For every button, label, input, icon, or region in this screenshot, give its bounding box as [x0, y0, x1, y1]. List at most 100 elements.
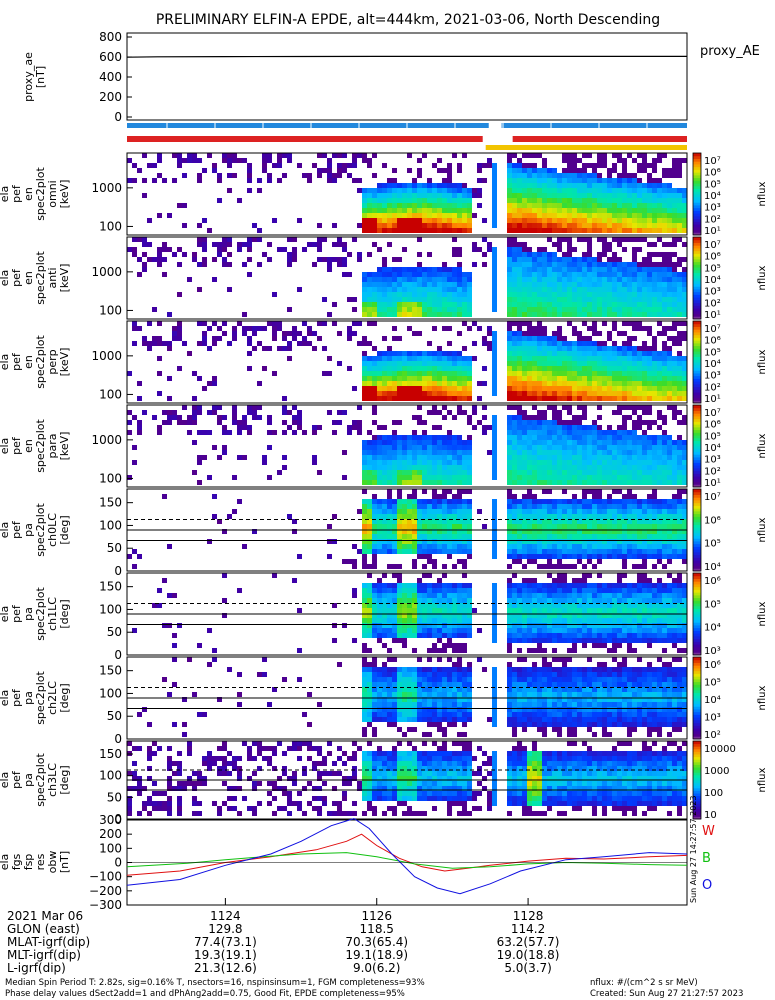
- spectro-cell: [157, 588, 162, 593]
- spectro-cell: [467, 435, 472, 440]
- colorbar-segment: [693, 180, 701, 184]
- spectro-cell: [562, 504, 567, 509]
- spectro-cell: [427, 465, 432, 470]
- spectro-cell: [467, 396, 472, 401]
- spectro-cell: [492, 465, 497, 470]
- spectro-cell: [562, 564, 567, 569]
- colorbar-segment: [693, 413, 701, 417]
- spectro-cell: [177, 158, 182, 163]
- spectro-cell: [547, 346, 552, 351]
- spectro-cell: [382, 593, 387, 598]
- spectro-cell: [212, 277, 217, 282]
- spectro-cell: [347, 326, 352, 331]
- spectro-cell: [632, 460, 637, 465]
- spectro-cell: [442, 366, 447, 371]
- spectro-cell: [432, 648, 437, 653]
- spectro-cell: [452, 588, 457, 593]
- spectro-cell: [367, 391, 372, 396]
- spectro-cell: [552, 228, 557, 233]
- spectro-cell: [662, 554, 667, 559]
- spectro-cell: [492, 183, 497, 188]
- spectro-cell: [457, 499, 462, 504]
- spectro-cell: [552, 223, 557, 228]
- spectro-cell: [592, 460, 597, 465]
- spectro-cell: [667, 356, 672, 361]
- spectro-cell: [672, 188, 677, 193]
- spectro-cell: [572, 470, 577, 475]
- spectro-cell: [547, 356, 552, 361]
- spectro-cell: [322, 346, 327, 351]
- spectro-cell: [432, 460, 437, 465]
- spectro-cell: [582, 223, 587, 228]
- spectro-cell: [552, 351, 557, 356]
- colorbar-label: 10³: [704, 203, 721, 214]
- spectro-cell: [432, 218, 437, 223]
- spectro-cell: [542, 302, 547, 307]
- spectro-cell: [437, 312, 442, 317]
- spectro-cell: [592, 168, 597, 173]
- spectro-cell: [297, 218, 302, 223]
- spectro-cell: [377, 633, 382, 638]
- spectro-cell: [577, 559, 582, 564]
- spectro-cell: [607, 277, 612, 282]
- spectro-cell: [627, 445, 632, 450]
- spectro-cell: [527, 559, 532, 564]
- spectro-cell: [287, 252, 292, 257]
- spectro-cell: [397, 391, 402, 396]
- spectro-cell: [567, 356, 572, 361]
- spectro-cell: [512, 203, 517, 208]
- spectro-cell: [417, 272, 422, 277]
- spectro-cell: [602, 376, 607, 381]
- spectro-cell: [427, 455, 432, 460]
- spectro-cell: [197, 405, 202, 410]
- spectro-cell: [307, 178, 312, 183]
- spectro-cell: [682, 272, 687, 277]
- spectro-cell: [232, 331, 237, 336]
- spectro-cell: [527, 257, 532, 262]
- spectro-cell: [602, 455, 607, 460]
- spectro-cell: [407, 465, 412, 470]
- spectro-cell: [507, 208, 512, 213]
- spectro-cell: [542, 158, 547, 163]
- spectro-cell: [232, 509, 237, 514]
- spectro-cell: [432, 282, 437, 287]
- spectro-cell: [377, 267, 382, 272]
- spectro-cell: [632, 386, 637, 391]
- spectro-cell: [492, 356, 497, 361]
- spectro-cell: [617, 371, 622, 376]
- spectro-cell: [472, 242, 477, 247]
- spectro-cell: [342, 153, 347, 158]
- spectro-cell: [342, 559, 347, 564]
- spectro-cell: [587, 252, 592, 257]
- spectro-cell: [682, 198, 687, 203]
- spectro-cell: [372, 623, 377, 628]
- spectro-cell: [602, 297, 607, 302]
- spectro-cell: [602, 519, 607, 524]
- spectro-cell: [472, 213, 477, 218]
- spectro-cell: [442, 519, 447, 524]
- colorbar-segment: [693, 342, 701, 347]
- spectro-cell: [627, 356, 632, 361]
- spectro-cell: [537, 346, 542, 351]
- spectro-cell: [452, 509, 457, 514]
- spectro-cell: [617, 153, 622, 158]
- spectro-cell: [197, 158, 202, 163]
- spectro-cell: [457, 208, 462, 213]
- spectro-cell: [137, 425, 142, 430]
- spectro-cell: [592, 450, 597, 455]
- spectro-cell: [382, 480, 387, 485]
- spectro-cell: [437, 460, 442, 465]
- spectro-cell: [427, 559, 432, 564]
- spectro-cell: [282, 153, 287, 158]
- spectro-cell: [362, 499, 367, 504]
- spectro-cell: [657, 277, 662, 282]
- spectro-cell: [677, 321, 682, 326]
- spectro-cell: [592, 425, 597, 430]
- spectro-cell: [372, 213, 377, 218]
- spectro-cell: [427, 549, 432, 554]
- spectro-cell: [572, 168, 577, 173]
- spectro-cell: [632, 396, 637, 401]
- spectro-cell: [622, 262, 627, 267]
- spectro-cell: [627, 386, 632, 391]
